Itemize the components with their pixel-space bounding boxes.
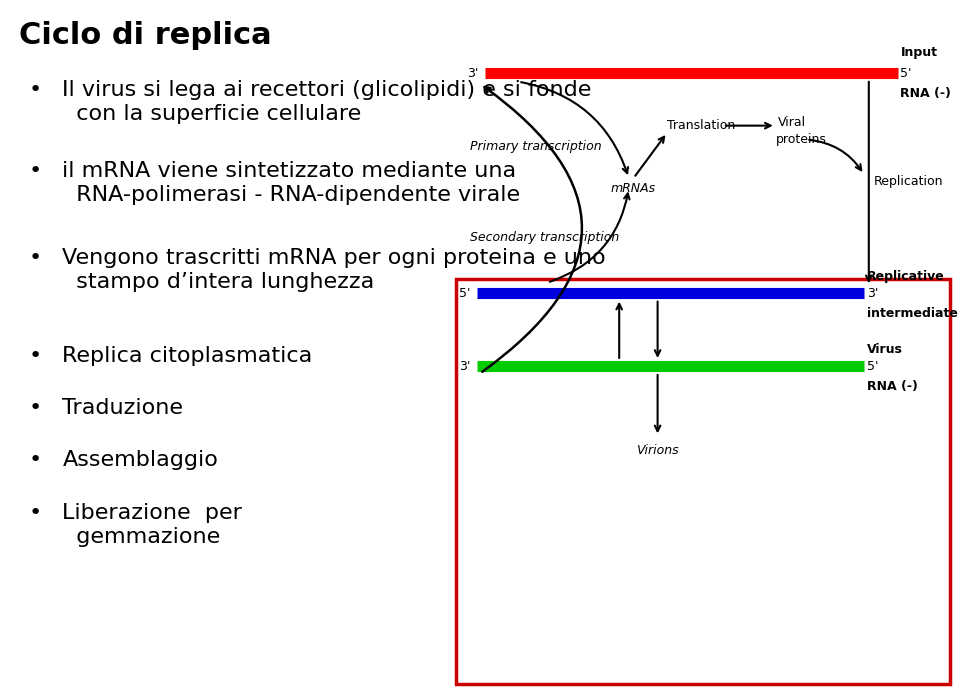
Text: Ciclo di replica: Ciclo di replica xyxy=(19,21,272,50)
Text: Viral: Viral xyxy=(778,116,805,128)
Text: Liberazione  per
  gemmazione: Liberazione per gemmazione xyxy=(62,503,242,547)
Text: Input: Input xyxy=(900,46,938,59)
Text: Traduzione: Traduzione xyxy=(62,398,183,418)
Text: intermediate (+): intermediate (+) xyxy=(867,307,960,320)
Text: mRNAs: mRNAs xyxy=(611,182,657,195)
Text: Replica citoplasmatica: Replica citoplasmatica xyxy=(62,346,313,366)
Text: Replication: Replication xyxy=(874,175,943,188)
Text: Virus: Virus xyxy=(867,343,902,356)
Text: •: • xyxy=(29,503,42,523)
Text: Assemblaggio: Assemblaggio xyxy=(62,450,218,470)
Text: Translation: Translation xyxy=(667,119,735,132)
Text: •: • xyxy=(29,346,42,366)
Text: Virions: Virions xyxy=(636,444,679,456)
Text: Vengono trascritti mRNA per ogni proteina e uno
  stampo d’intera lunghezza: Vengono trascritti mRNA per ogni protein… xyxy=(62,248,606,292)
Text: •: • xyxy=(29,161,42,181)
Text: il mRNA viene sintetizzato mediante una
  RNA-polimerasi - RNA-dipendente virale: il mRNA viene sintetizzato mediante una … xyxy=(62,161,520,205)
Text: 5': 5' xyxy=(900,67,912,80)
Text: RNA (-): RNA (-) xyxy=(867,380,918,394)
Text: RNA (-): RNA (-) xyxy=(900,87,951,101)
Text: 3': 3' xyxy=(467,67,478,80)
Text: •: • xyxy=(29,80,42,101)
Text: 3': 3' xyxy=(459,360,470,373)
Text: 5': 5' xyxy=(459,287,470,299)
Text: Primary transcription: Primary transcription xyxy=(470,140,602,153)
Text: Replicative: Replicative xyxy=(867,269,945,283)
Text: Il virus si lega ai recettori (glicolipidi) e si fonde
  con la superficie cellu: Il virus si lega ai recettori (glicolipi… xyxy=(62,80,591,124)
Text: •: • xyxy=(29,450,42,470)
Text: •: • xyxy=(29,248,42,268)
Text: proteins: proteins xyxy=(776,133,827,146)
Text: 3': 3' xyxy=(867,287,878,299)
Text: Secondary transcription: Secondary transcription xyxy=(470,231,619,244)
Text: •: • xyxy=(29,398,42,418)
Text: 5': 5' xyxy=(867,360,878,373)
Bar xyxy=(456,279,950,684)
